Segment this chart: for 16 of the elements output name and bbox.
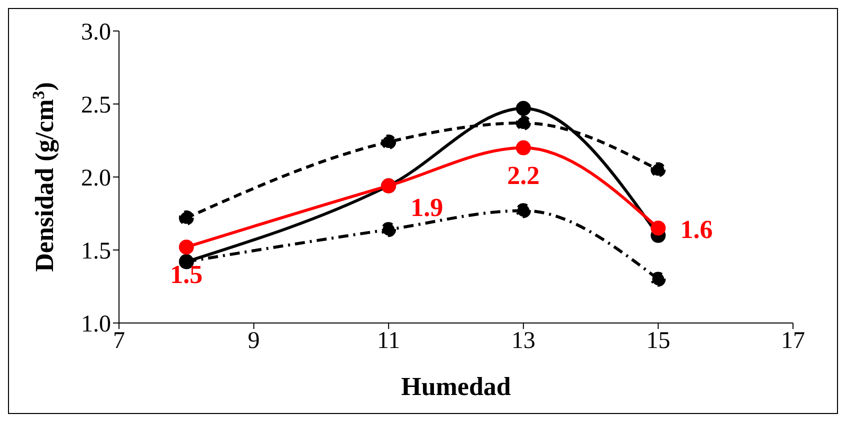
data-label: 2.2	[507, 160, 540, 190]
x-tick-label: 17	[781, 328, 805, 354]
y-tick-label: 3.0	[81, 20, 111, 46]
data-label: 1.6	[680, 215, 713, 244]
x-tick-label: 15	[646, 328, 670, 354]
x-tick-label: 9	[248, 328, 260, 354]
x-tick-label: 11	[377, 328, 400, 354]
y-tick-label: 1.0	[81, 312, 111, 338]
y-tick-label: 1.5	[81, 238, 111, 265]
data-label: 1.5	[170, 260, 203, 290]
y-tick-label: 2.5	[81, 92, 111, 119]
y-tick-label: 2.0	[81, 166, 111, 192]
x-tick-label: 13	[511, 328, 536, 354]
data-label: 1.9	[410, 192, 444, 222]
x-tick-label: 7	[113, 328, 125, 354]
x-axis-title: Humedad	[401, 372, 512, 401]
